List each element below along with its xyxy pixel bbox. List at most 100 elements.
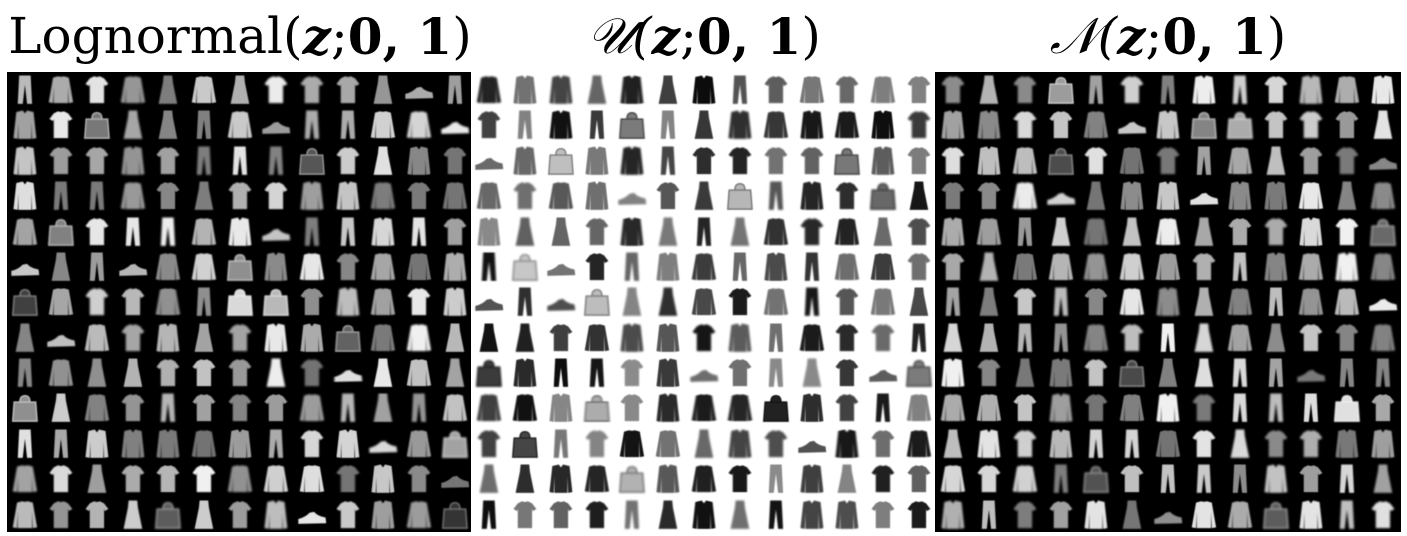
- sample-thumbnail: [543, 497, 579, 532]
- sample-thumbnail: [43, 143, 79, 178]
- sample-thumbnail: [935, 461, 971, 496]
- sample-thumbnail: [471, 284, 507, 319]
- sample-thumbnail: [294, 390, 330, 425]
- sample-thumbnail: [1043, 390, 1079, 425]
- sample-thumbnail: [1258, 320, 1294, 355]
- sample-thumbnail: [614, 143, 650, 178]
- sample-thumbnail: [579, 249, 615, 284]
- sample-thumbnail: [186, 461, 222, 496]
- sample-thumbnail: [794, 426, 830, 461]
- sample-thumbnail: [1007, 284, 1043, 319]
- sample-thumbnail: [1114, 390, 1150, 425]
- sample-thumbnail: [865, 178, 901, 213]
- sample-thumbnail: [1222, 461, 1258, 496]
- sample-thumbnail: [971, 426, 1007, 461]
- sample-thumbnail: [901, 284, 937, 319]
- sample-thumbnail: [650, 461, 686, 496]
- sample-thumbnail: [1293, 390, 1329, 425]
- sample-thumbnail: [507, 390, 543, 425]
- sample-thumbnail: [401, 178, 437, 213]
- sample-thumbnail: [7, 390, 43, 425]
- sample-thumbnail: [437, 214, 473, 249]
- sample-thumbnail: [794, 72, 830, 107]
- title-separator: ;: [680, 7, 697, 65]
- sample-thumbnail: [365, 355, 401, 390]
- sample-thumbnail: [650, 249, 686, 284]
- sample-thumbnail: [294, 284, 330, 319]
- sample-thumbnail: [115, 107, 151, 142]
- sample-thumbnail: [1258, 355, 1294, 390]
- sample-thumbnail: [1293, 461, 1329, 496]
- sample-thumbnail: [579, 461, 615, 496]
- sample-thumbnail: [1114, 497, 1150, 532]
- sample-thumbnail: [258, 284, 294, 319]
- sample-thumbnail: [115, 284, 151, 319]
- sample-thumbnail: [686, 107, 722, 142]
- sample-thumbnail: [1329, 320, 1365, 355]
- title-prefix: Lognormal(: [8, 7, 303, 65]
- sample-thumbnail: [1329, 107, 1365, 142]
- sample-thumbnail: [794, 284, 830, 319]
- sample-thumbnail: [1007, 461, 1043, 496]
- sample-thumbnail: [1007, 320, 1043, 355]
- sample-thumbnail: [294, 426, 330, 461]
- sample-thumbnail: [150, 284, 186, 319]
- sample-thumbnail: [758, 143, 794, 178]
- sample-thumbnail: [1150, 107, 1186, 142]
- sample-thumbnail: [115, 426, 151, 461]
- sample-thumbnail: [971, 72, 1007, 107]
- sample-thumbnail: [935, 284, 971, 319]
- sample-thumbnail: [1258, 72, 1294, 107]
- sample-thumbnail: [686, 355, 722, 390]
- panel-normal: 𝒩(z; 0, 1): [935, 0, 1401, 536]
- sample-thumbnail: [365, 72, 401, 107]
- sample-thumbnail: [330, 284, 366, 319]
- sample-thumbnail: [1150, 72, 1186, 107]
- sample-thumbnail: [186, 355, 222, 390]
- sample-thumbnail: [1078, 497, 1114, 532]
- sample-thumbnail: [115, 390, 151, 425]
- sample-thumbnail: [650, 72, 686, 107]
- sample-thumbnail: [43, 178, 79, 213]
- sample-thumbnail: [1365, 107, 1401, 142]
- sample-thumbnail: [150, 214, 186, 249]
- sample-thumbnail: [1007, 497, 1043, 532]
- sample-thumbnail: [294, 214, 330, 249]
- sample-thumbnail: [722, 355, 758, 390]
- sample-thumbnail: [507, 284, 543, 319]
- sample-thumbnail: [829, 143, 865, 178]
- sample-thumbnail: [79, 178, 115, 213]
- sample-thumbnail: [686, 72, 722, 107]
- sample-thumbnail: [186, 390, 222, 425]
- sample-thumbnail: [614, 497, 650, 532]
- sample-thumbnail: [650, 390, 686, 425]
- sample-thumbnail: [1329, 426, 1365, 461]
- sample-thumbnail: [79, 72, 115, 107]
- sample-thumbnail: [471, 178, 507, 213]
- sample-thumbnail: [150, 249, 186, 284]
- sample-thumbnail: [971, 355, 1007, 390]
- sample-thumbnail: [79, 355, 115, 390]
- sample-thumbnail: [829, 461, 865, 496]
- sample-thumbnail: [829, 178, 865, 213]
- sample-thumbnail: [829, 284, 865, 319]
- sample-thumbnail: [437, 249, 473, 284]
- sample-thumbnail: [43, 284, 79, 319]
- sample-thumbnail: [543, 178, 579, 213]
- sample-thumbnail: [471, 214, 507, 249]
- sample-thumbnail: [1186, 107, 1222, 142]
- sample-thumbnail: [1186, 320, 1222, 355]
- sample-thumbnail: [794, 355, 830, 390]
- sample-thumbnail: [543, 426, 579, 461]
- sample-thumbnail: [186, 214, 222, 249]
- sample-thumbnail: [901, 461, 937, 496]
- sample-thumbnail: [971, 284, 1007, 319]
- sample-thumbnail: [471, 320, 507, 355]
- sample-thumbnail: [365, 461, 401, 496]
- sample-thumbnail: [758, 426, 794, 461]
- sample-thumbnail: [1078, 426, 1114, 461]
- sample-thumbnail: [1150, 497, 1186, 532]
- sample-grid-lognormal: [7, 72, 473, 532]
- sample-thumbnail: [79, 214, 115, 249]
- sample-thumbnail: [686, 461, 722, 496]
